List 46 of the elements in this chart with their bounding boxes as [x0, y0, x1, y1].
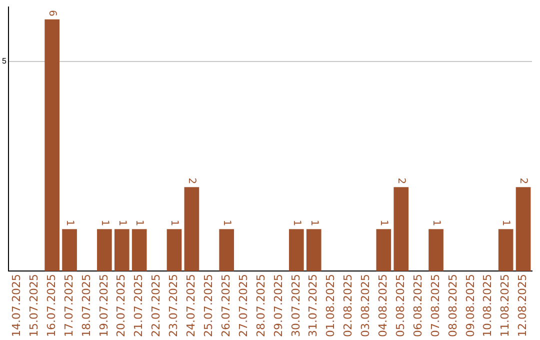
- data-label: 1: [116, 220, 128, 226]
- x-tick-label: 19.07.2025: [97, 274, 110, 338]
- data-label: 1: [378, 220, 390, 226]
- x-tick-label: 23.07.2025: [167, 274, 180, 338]
- x-tick-label: 29.07.2025: [272, 274, 285, 338]
- data-label: 1: [290, 220, 302, 226]
- x-tick-label: 01.08.2025: [324, 274, 338, 338]
- x-tick-label: 07.08.2025: [428, 274, 442, 338]
- data-label: 1: [221, 220, 232, 226]
- x-tick-label: 04.08.2025: [376, 274, 390, 338]
- x-tick-label: 15.07.2025: [27, 274, 40, 338]
- x-tick-label: 22.07.2025: [150, 274, 163, 338]
- data-label: 1: [308, 220, 320, 226]
- data-label: 1: [98, 220, 110, 226]
- data-label: 1: [64, 220, 75, 226]
- x-tick-label: 27.07.2025: [236, 274, 250, 338]
- x-tick-label: 11.08.2025: [498, 274, 512, 338]
- x-tick-label: 24.07.2025: [184, 274, 198, 338]
- data-label: 2: [396, 178, 407, 184]
- x-tick-label: 08.08.2025: [446, 274, 460, 338]
- x-tick-label: 09.08.2025: [464, 274, 477, 338]
- data-label: 1: [134, 220, 145, 226]
- data-label: 1: [430, 220, 442, 226]
- data-label: 1: [168, 220, 180, 226]
- data-label: 2: [518, 178, 529, 184]
- x-tick-label: 31.07.2025: [306, 274, 320, 338]
- x-tick-label: 18.07.2025: [80, 274, 93, 338]
- x-tick-label: 03.08.2025: [359, 274, 372, 338]
- x-tick-label: 26.07.2025: [219, 274, 232, 338]
- x-tick-label: 06.08.2025: [411, 274, 424, 338]
- x-tick-label: 17.07.2025: [62, 274, 76, 338]
- x-tick-label: 02.08.2025: [342, 274, 355, 338]
- y-tick-label: 5: [2, 56, 7, 66]
- x-tick-label: 21.07.2025: [132, 274, 146, 338]
- data-label: 1: [500, 220, 512, 226]
- data-label: 6: [46, 10, 58, 16]
- x-tick-label: 10.08.2025: [481, 274, 494, 338]
- data-label: 2: [186, 178, 198, 184]
- x-tick-label: 14.07.2025: [10, 274, 24, 338]
- x-tick-label: 25.07.2025: [202, 274, 216, 338]
- x-tick-label: 16.07.2025: [44, 274, 58, 338]
- x-tick-label: 20.07.2025: [114, 274, 128, 338]
- x-tick-label: 28.07.2025: [254, 274, 268, 338]
- x-tick-label: 12.08.2025: [516, 274, 530, 338]
- x-tick-label: 05.08.2025: [394, 274, 407, 338]
- x-tick-label: 30.07.2025: [289, 274, 302, 338]
